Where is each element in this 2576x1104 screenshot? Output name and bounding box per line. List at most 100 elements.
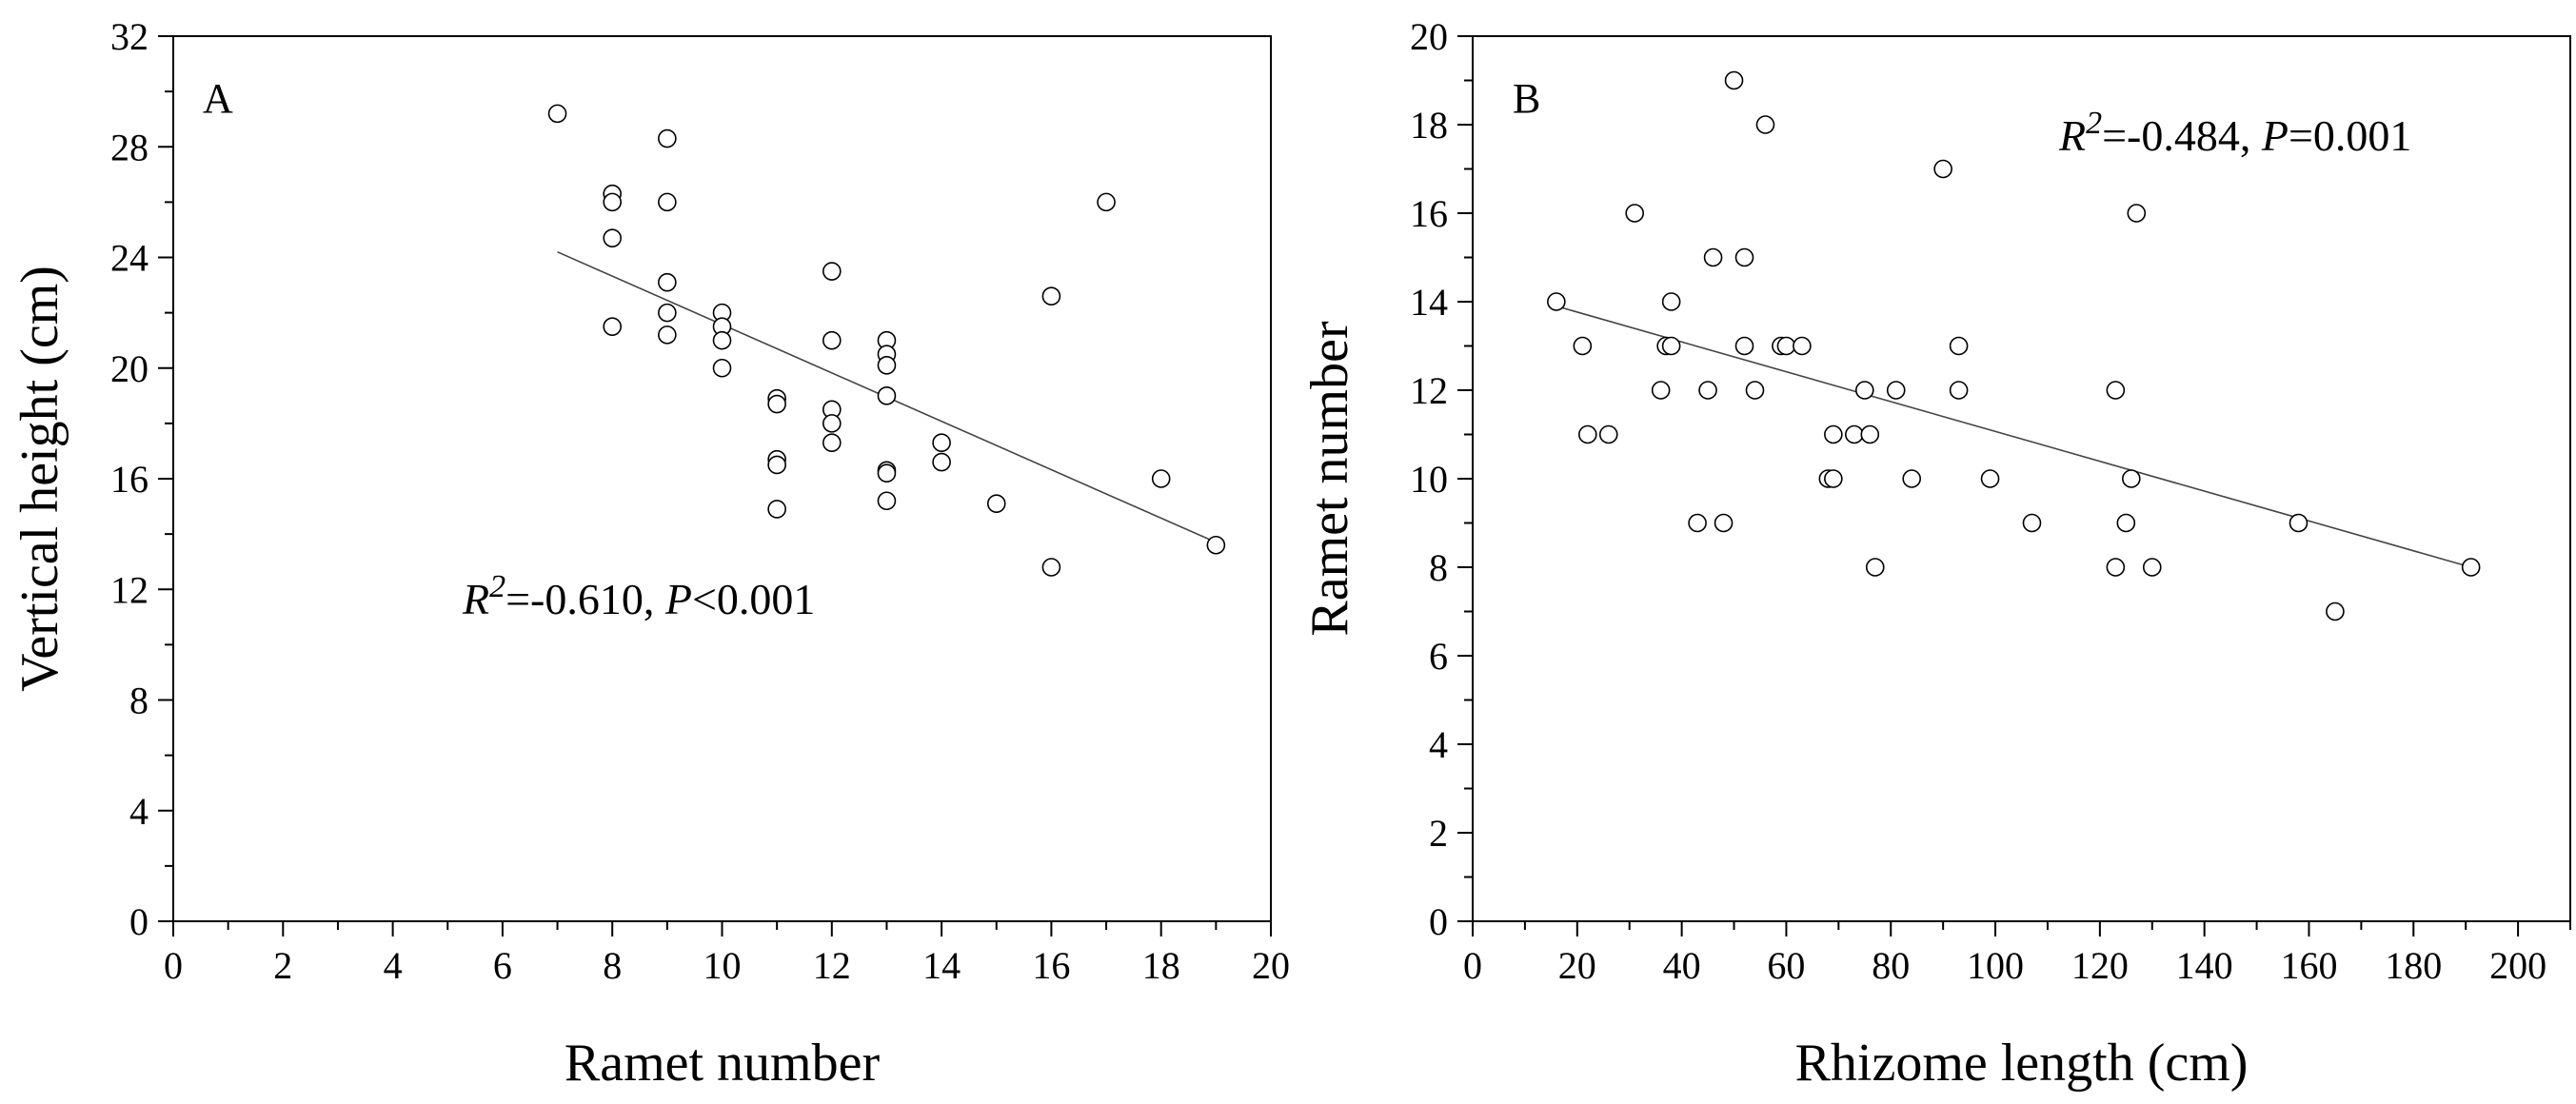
y-tick-label: 4 [1429,723,1448,766]
data-point [1845,424,1864,444]
data-point [2142,558,2162,577]
data-point [1865,558,1885,577]
y-tick-label: 18 [1410,104,1448,147]
data-point [822,414,842,433]
x-tick-label: 100 [1967,944,2024,987]
data-point [1745,381,1765,400]
y-tick-label: 4 [129,790,149,833]
data-point [1714,513,1734,533]
y-tick-label: 12 [1410,369,1448,412]
data-point [1151,469,1171,488]
stat-r-value: =-0.484, [2102,111,2262,160]
stat-r-label: R [462,575,489,623]
data-point [1097,192,1116,212]
data-point [877,386,897,405]
data-point [2116,513,2136,533]
data-point [986,494,1006,513]
data-point [1734,247,1754,267]
data-point [1598,424,1618,444]
data-point [822,262,842,281]
y-tick-label: 10 [1410,458,1448,501]
data-point [1793,336,1812,356]
y-tick-label: 2 [1429,812,1448,855]
y-tick-label: 6 [1429,635,1448,678]
y-tick-label: 8 [1429,546,1448,589]
data-point [1854,381,1874,400]
plot-frame [172,35,1272,922]
data-point [1902,469,1921,488]
data-point [603,317,623,336]
data-point [1547,292,1566,311]
x-tick-label: 12 [813,944,851,987]
panel-label: B [1513,75,1540,122]
data-point [1980,469,2000,488]
x-axis-title: Rhizome length (cm) [1795,1034,2249,1093]
data-point [1688,513,1707,533]
y-axis-title: Vertical height (cm) [10,266,69,692]
y-tick-label: 28 [110,126,149,168]
y-tick-label: 32 [110,15,149,58]
data-point [1651,381,1671,400]
data-point [712,358,732,378]
data-point [767,500,786,519]
y-tick-label: 0 [1429,900,1448,943]
data-point [932,452,951,472]
plot-frame [1472,35,2571,922]
data-point [1734,336,1754,356]
data-point [1698,381,1717,400]
x-tick-label: 10 [703,944,742,987]
data-point [1755,115,1775,134]
data-point [658,303,677,323]
x-tick-label: 18 [1142,944,1180,987]
stat-p-label: P [664,575,692,623]
x-tick-label: 160 [2280,944,2337,987]
data-point [712,330,732,350]
data-point [1933,159,1952,179]
data-point [822,433,842,453]
data-point [1824,469,1843,488]
data-point [1577,424,1597,444]
stat-r-label: R [2058,111,2086,160]
y-tick-label: 20 [110,347,149,390]
data-point [1041,558,1061,577]
x-tick-label: 80 [1872,944,1910,987]
y-tick-label: 14 [1410,281,1448,324]
data-point [1949,381,1969,400]
x-tick-label: 2 [273,944,292,987]
regression-line [1556,305,2471,568]
y-tick-label: 8 [129,680,149,722]
x-axis-title: Ramet number [565,1034,881,1093]
y-tick-label: 0 [129,900,149,943]
y-tick-label: 16 [1410,192,1448,235]
data-point [2106,381,2126,400]
data-point [547,104,567,124]
stat-annotation: R2=-0.484, P=0.001 [2058,106,2411,160]
data-point [2022,513,2042,533]
data-point [1886,381,1906,400]
panel-b: 0 20 40 60 80 100 120 140 160 180 200 0 2 4 6 8 10 12 14 16… [1300,15,2571,1093]
x-tick-label: 4 [384,944,403,987]
stat-p-label: P [2261,111,2289,160]
data-point [767,394,786,414]
data-point [877,491,897,511]
y-axis-title: Ramet number [1300,321,1359,637]
data-point [1573,336,1593,356]
data-point [767,455,786,475]
data-point [1860,424,1880,444]
y-tick-label: 16 [110,458,149,501]
x-tick-label: 6 [493,944,512,987]
x-tick-label: 8 [603,944,622,987]
stat-r-sup: 2 [489,569,505,604]
x-tick-label: 40 [1663,944,1701,987]
stat-p-value: <0.001 [692,575,815,623]
y-tick-label: 20 [1410,15,1448,58]
data-point [877,356,897,375]
data-point [658,272,677,292]
y-tick-label: 12 [110,568,149,611]
data-point [1206,535,1226,555]
x-tick-label: 200 [2489,944,2546,987]
x-tick-label: 120 [2071,944,2129,987]
data-point [2122,469,2141,488]
x-tick-label: 60 [1767,944,1805,987]
data-point [2106,558,2126,577]
